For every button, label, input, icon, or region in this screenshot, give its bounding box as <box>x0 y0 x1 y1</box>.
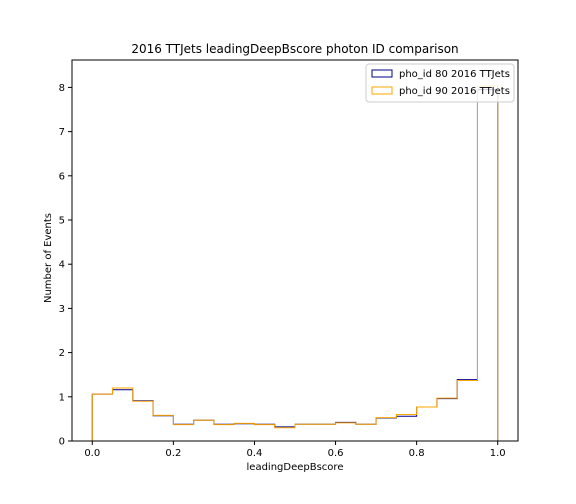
x-tick-label-3: 0.6 <box>328 448 344 459</box>
y-tick-label-8: 8 <box>59 83 65 94</box>
chart-title: 2016 TTJets leadingDeepBscore photon ID … <box>131 42 458 56</box>
x-tick-label-2: 0.4 <box>247 448 263 459</box>
x-axis-label: leadingDeepBscore <box>247 462 344 473</box>
axes-frame <box>71 59 519 442</box>
y-tick-label-4: 4 <box>59 260 65 271</box>
x-tick-label-1: 0.2 <box>165 448 181 459</box>
y-tick-label-1: 1 <box>59 392 65 403</box>
y-tick-label-5: 5 <box>59 216 65 227</box>
x-tick-label-0: 0.0 <box>84 448 100 459</box>
legend-label-1: pho_id 80 2016 TTJets <box>399 69 510 80</box>
y-tick-label-6: 6 <box>59 171 65 182</box>
x-tick-label-5: 1.0 <box>490 448 506 459</box>
legend-box <box>365 63 515 103</box>
y-tick-label-7: 7 <box>59 127 65 138</box>
axes: 0.0 0.2 0.4 0.6 0.8 1.0 0 1 2 3 4 5 6 7 8 <box>59 59 519 459</box>
y-tick-label-0: 0 <box>59 437 65 448</box>
plot-area <box>91 85 499 441</box>
legend-swatch-2 <box>371 86 393 95</box>
y-tick-label-2: 2 <box>59 348 65 359</box>
legend-swatch-1 <box>371 69 393 78</box>
y-axis-label: Number of Events <box>43 213 54 303</box>
y-tick-label-3: 3 <box>59 304 65 315</box>
legend: pho_id 80 2016 TTJets pho_id 90 2016 TTJe… <box>365 63 515 103</box>
series-2-step <box>91 85 499 441</box>
x-tick-label-4: 0.8 <box>409 448 425 459</box>
legend-label-2: pho_id 90 2016 TTJets <box>399 86 510 97</box>
